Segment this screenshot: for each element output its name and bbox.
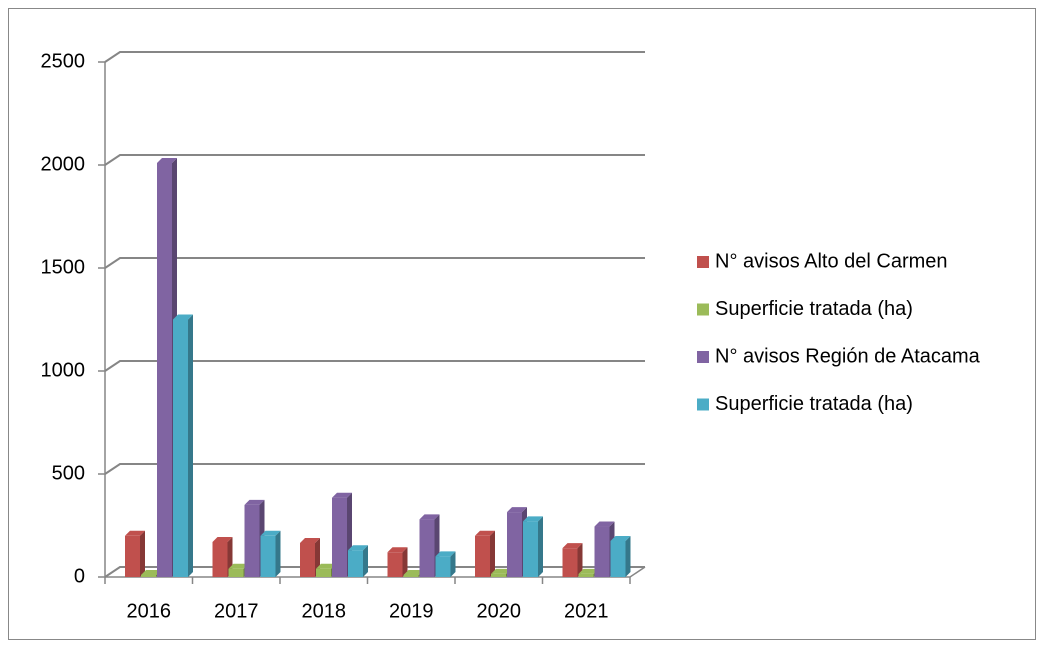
bar [562,543,583,577]
bar-top [141,569,161,575]
bar [125,530,145,577]
legend-swatch [697,398,709,411]
bar-top [316,563,336,569]
bar-top [260,530,281,536]
bar-top [610,535,631,541]
x-tick-label: 2020 [477,600,522,622]
bar-front [348,550,363,577]
bar-front [141,574,156,577]
bar-top [491,568,511,574]
bar-front [387,552,403,577]
bar-top [125,530,145,536]
bar-side [538,516,543,577]
bar-front [212,541,228,577]
bar-side [577,543,583,577]
bar-side [188,314,193,577]
x-tick-label: 2021 [564,600,609,622]
bar [475,530,495,577]
grid-line [104,360,645,372]
bar [523,516,543,577]
legend-label: Superficie tratada (ha) [715,393,913,415]
bar-front [562,548,578,577]
grid-line [104,463,645,475]
bar-front [435,556,451,577]
bar-front [594,526,610,577]
bar-top [475,530,495,536]
bar-front [491,573,506,577]
bar [435,551,456,577]
bar-top [212,536,233,542]
y-tick-label: 1000 [41,359,86,381]
bar-front [316,568,331,577]
bar-top [562,543,583,549]
bar-front [173,319,188,577]
bar-front [523,521,538,577]
bar-front [507,512,522,577]
bar-front [610,540,626,577]
x-tick-label: 2019 [389,600,434,622]
bar-top [228,563,249,569]
bar [610,535,631,577]
bar-front [300,543,315,577]
bar [348,545,368,577]
bar-side [450,551,456,577]
grid-line [104,51,645,63]
bar-top [523,516,543,522]
bar-front [332,497,347,577]
x-tick-label: 2018 [302,600,347,622]
bar-side [490,530,495,577]
bar [300,538,320,577]
legend-swatch [697,256,709,268]
x-tick-label: 2016 [127,600,172,622]
y-tick-label: 500 [52,462,85,484]
x-tick-label: 2017 [214,600,259,622]
bar-side [402,547,408,577]
y-tick-label: 1500 [41,256,86,278]
bar [387,547,408,577]
bar-front [157,162,172,577]
bar [173,314,193,577]
bar-top [507,507,527,513]
legend-label: N° avisos Región de Atacama [715,345,981,367]
bar-top [435,551,456,557]
bar-top [578,568,599,574]
bar-side [363,545,368,577]
bar-front [578,573,594,577]
y-tick-label: 0 [74,565,85,587]
bar-top [332,492,352,498]
bar-front [228,568,244,577]
grid-line [104,566,645,578]
bar-front [419,519,435,577]
bar-side [275,530,281,577]
y-tick-label: 2000 [41,153,86,175]
bar-front [260,535,276,577]
bar-top [300,538,320,544]
bar-top [419,514,440,520]
legend-swatch [697,303,709,316]
bar-top [348,545,368,551]
grid-line [104,154,645,166]
bar [260,530,281,577]
bar-front [244,504,260,577]
bar-side [625,535,631,577]
bar-top [157,157,177,163]
bar-top [403,569,424,575]
legend-swatch [697,351,709,363]
bar-front [403,574,419,577]
bar-top [594,521,615,527]
y-tick-label: 2500 [41,50,86,72]
bar-side [140,530,145,577]
bar-top [244,499,265,505]
legend-label: Superficie tratada (ha) [715,298,913,320]
bar-top [173,314,193,320]
grid-line [104,257,645,269]
bar-front [125,535,140,577]
bar [419,514,440,577]
bar-top [387,547,408,553]
legend-label: N° avisos Alto del Carmen [715,250,948,272]
bar-front [475,535,490,577]
